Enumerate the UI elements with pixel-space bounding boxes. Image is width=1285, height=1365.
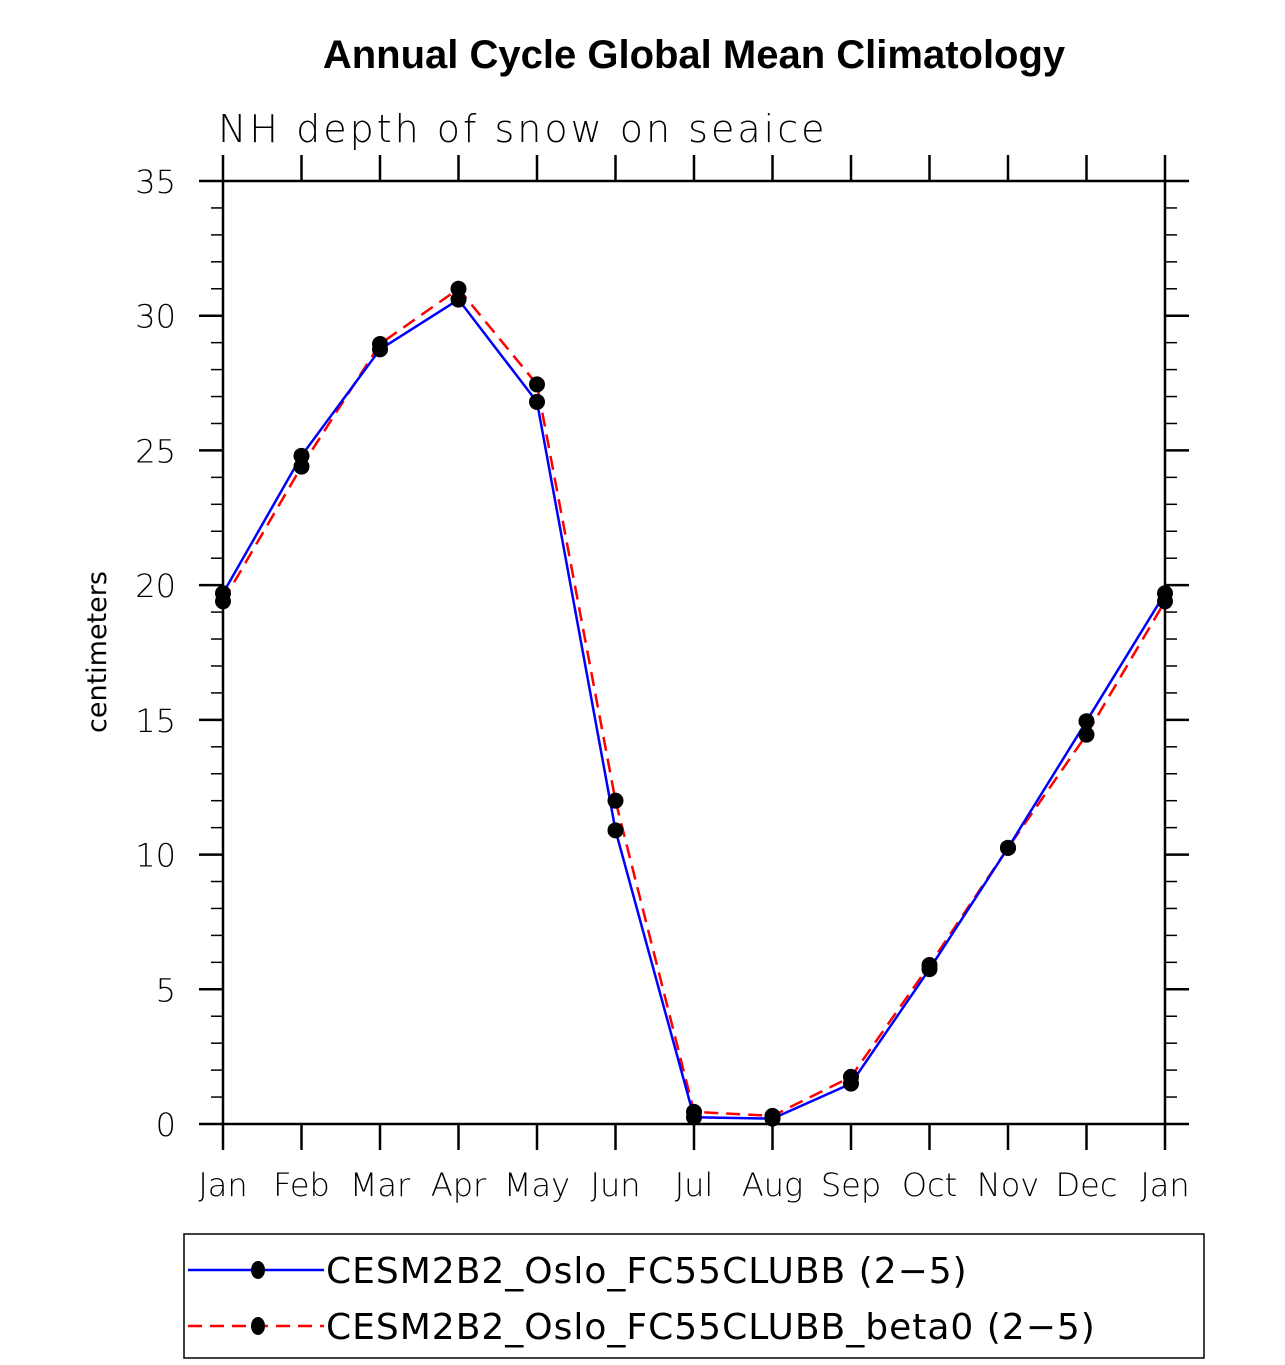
data-point [764, 1107, 781, 1124]
y-tick-label: 35 [135, 163, 176, 201]
legend: CESM2B2_Oslo_FC55CLUBB (2−5) CESM2B2_Oslo… [183, 1233, 1205, 1359]
x-tick-label: Jul [675, 1166, 714, 1204]
x-tick-label: Sep [821, 1166, 881, 1204]
legend-marker [251, 1261, 265, 1279]
x-tick-label: Dec [1056, 1166, 1118, 1204]
x-tick-label: Feb [273, 1166, 330, 1204]
y-tick-label: 5 [156, 971, 176, 1009]
y-tick-label: 10 [135, 837, 176, 875]
x-tick-label: Jan [1140, 1166, 1189, 1204]
data-point [450, 280, 467, 297]
series-line [221, 287, 1167, 1118]
data-point [843, 1068, 859, 1085]
data-point [1078, 726, 1095, 743]
x-tick-label: Nov [977, 1166, 1039, 1204]
data-point [921, 957, 938, 974]
data-point [293, 458, 310, 475]
x-tick-label: Jan [198, 1166, 247, 1204]
x-tick-label: Oct [902, 1166, 957, 1204]
legend-label: CESM2B2_Oslo_FC55CLUBB (2−5) [326, 1251, 968, 1292]
chart-subtitle: NH depth of snow on seaice [218, 107, 827, 151]
y-tick-label: 0 [156, 1106, 176, 1144]
data-point [1000, 839, 1016, 856]
legend-marker [251, 1317, 265, 1335]
data-point [372, 336, 388, 353]
chart-title: Annual Cycle Global Mean Climatology [323, 33, 1066, 77]
y-tick-label: 25 [135, 432, 176, 470]
x-tick-label: Aug [742, 1166, 803, 1204]
data-point [215, 593, 231, 610]
x-tick-label: Jun [591, 1166, 641, 1204]
y-tick-label: 30 [135, 298, 176, 336]
y-tick-label: 15 [135, 702, 176, 740]
x-tick-label: Apr [431, 1166, 487, 1204]
x-tick-label: Mar [350, 1166, 411, 1204]
data-point [607, 792, 624, 809]
y-tick-label: 20 [135, 567, 176, 605]
axes: Jan Feb Mar Apr May Jun Jul Aug Sep Oct Nov Dec Jan 0… [135, 155, 1190, 1204]
data-point [686, 1103, 702, 1120]
plot-frame [221, 179, 1167, 1126]
legend-box [183, 1233, 1205, 1359]
y-axis-label: centimeters [82, 571, 113, 733]
data-point [1157, 593, 1173, 610]
series-line [221, 297, 1167, 1120]
data-point [607, 822, 624, 839]
data-point [529, 393, 545, 410]
data-point [529, 376, 545, 393]
series-group [215, 280, 1173, 1127]
x-tick-label: May [504, 1166, 570, 1204]
legend-label: CESM2B2_Oslo_FC55CLUBB_beta0 (2−5) [326, 1307, 1096, 1348]
data-point [1078, 713, 1095, 730]
